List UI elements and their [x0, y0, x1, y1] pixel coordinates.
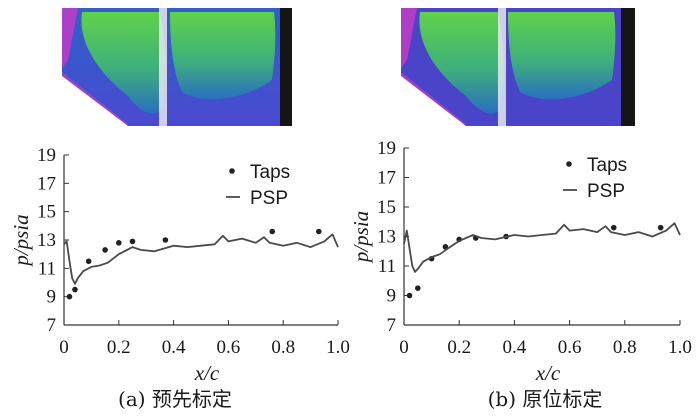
psp-image-b-mask: [340, 0, 466, 126]
legend-psp-label: PSP: [587, 181, 625, 202]
legend-taps-marker: [566, 161, 572, 167]
tap-point: [316, 228, 322, 235]
psp-image-b: [340, 0, 635, 126]
x-tick-label: 0.6: [217, 337, 241, 358]
x-tick-label: 0.8: [271, 337, 295, 358]
psp-image-a: [0, 0, 292, 126]
y-tick-label: 13: [37, 230, 56, 251]
x-tick-label: 0.2: [107, 337, 131, 358]
x-tick-label: 1.0: [668, 337, 692, 358]
tap-point: [269, 228, 276, 235]
x-tick-label: 0.8: [613, 337, 637, 358]
x-axis-label: x/c: [535, 361, 561, 385]
y-tick-label: 17: [37, 173, 56, 194]
tap-point: [72, 286, 78, 293]
panel-caption: (b) 原位标定: [488, 387, 603, 411]
panel-caption: (a) 预先标定: [118, 387, 232, 411]
y-tick-label: 9: [387, 286, 397, 307]
x-axis-label: x/c: [194, 361, 220, 385]
psp-image-b-magenta-edge: [401, 8, 417, 68]
y-tick-label: 15: [37, 202, 56, 223]
y-tick-label: 7: [387, 315, 397, 336]
tap-point: [415, 285, 421, 291]
y-tick-label: 15: [377, 197, 396, 218]
y-tick-label: 9: [47, 287, 57, 308]
legend-taps-label: Taps: [587, 155, 627, 176]
psp-image-a-magenta-bottom-edge: [62, 72, 128, 126]
psp-image-a-mask: [0, 0, 128, 126]
psp-image-b-green-region-right: [508, 12, 616, 100]
psp-image-b-divider: [498, 8, 506, 126]
x-tick-label: 0: [59, 337, 69, 358]
legend-taps-label: Taps: [250, 162, 290, 183]
psp-image-a-dark-edge: [280, 8, 292, 126]
x-tick-label: 1.0: [326, 337, 350, 358]
x-tick-label: 0.2: [447, 337, 471, 358]
tap-point: [116, 240, 122, 246]
x-tick-label: 0.4: [503, 337, 527, 358]
psp-image-b-magenta-bottom-edge: [401, 72, 466, 126]
y-axis-label: p/psia: [349, 211, 373, 264]
y-tick-label: 19: [377, 138, 396, 159]
y-tick-label: 19: [37, 145, 56, 166]
tap-point: [162, 237, 169, 243]
psp-image-b-dark-edge: [621, 8, 635, 126]
psp-image-a-magenta-edge: [62, 8, 78, 68]
chart-panels: 7 9 11 13 15 17 19 0 0.2 0.4 0.6 0.8 1.0 x/c p/psia Tap…: [9, 138, 692, 411]
y-tick-label: 17: [377, 168, 396, 189]
psp-image-b-green-region-left: [419, 12, 504, 114]
tap-point: [129, 238, 136, 245]
tap-point: [85, 258, 92, 265]
psp-image-a-green-region-left: [81, 12, 166, 114]
psp-line: [63, 233, 339, 285]
chart-panel-1: 7 9 11 13 15 17 19 0 0.2 0.4 0.6 0.8 1.0 x/c p/psia Tap…: [349, 138, 692, 411]
psp-image-a-divider: [159, 8, 167, 126]
legend-psp-label: PSP: [250, 188, 288, 209]
psp-line: [403, 222, 681, 273]
y-tick-label: 7: [47, 315, 57, 336]
tap-point: [657, 224, 664, 231]
tap-point: [66, 293, 73, 300]
chart-panel-0: 7 9 11 13 15 17 19 0 0.2 0.4 0.6 0.8 1.0 x/c p/psia Tap…: [9, 145, 350, 411]
y-axis-label: p/psia: [9, 214, 33, 267]
y-tick-label: 11: [38, 258, 56, 279]
psp-image-a-green-region-right: [170, 12, 276, 100]
y-tick-label: 11: [378, 256, 396, 277]
y-tick-label: 13: [377, 227, 396, 248]
tap-point: [102, 247, 108, 253]
x-tick-label: 0.4: [162, 337, 186, 358]
x-tick-label: 0.6: [558, 337, 582, 358]
tap-point: [406, 292, 413, 299]
x-tick-label: 0: [399, 337, 409, 358]
legend-taps-marker: [229, 168, 235, 174]
tap-point: [610, 224, 617, 231]
